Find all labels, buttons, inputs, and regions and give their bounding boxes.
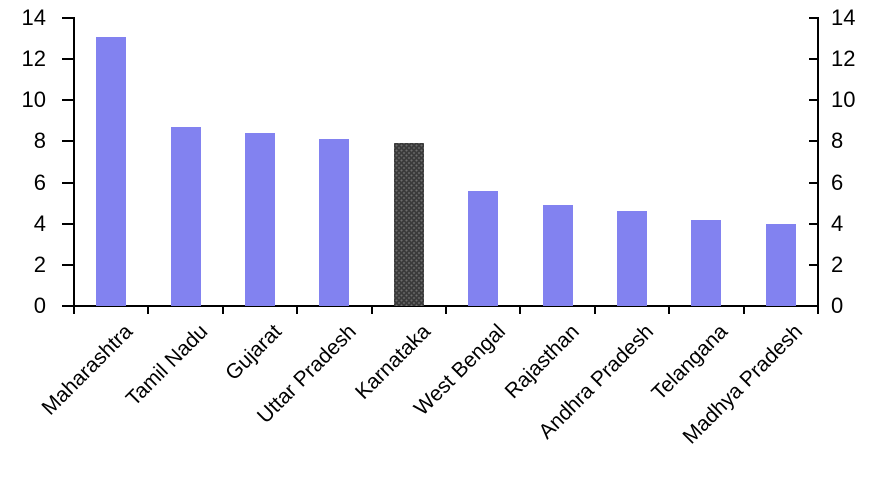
bar-andhra-pradesh xyxy=(617,211,647,306)
x-axis-tick-8 xyxy=(668,306,671,314)
left-y-tick-label-4: 4 xyxy=(33,210,46,236)
left-y-tick-14 xyxy=(62,17,73,19)
right-y-tick-label-2: 2 xyxy=(831,251,844,277)
right-y-tick-label-12: 12 xyxy=(831,46,856,72)
right-y-tick-2 xyxy=(809,263,818,266)
right-y-tick-label-10: 10 xyxy=(831,87,856,113)
left-y-tick-label-6: 6 xyxy=(33,169,46,195)
right-y-tick-12 xyxy=(809,58,818,61)
bar-rajasthan xyxy=(542,205,573,306)
right-y-tick-label-4: 4 xyxy=(831,210,844,236)
x-axis-tick-3 xyxy=(296,306,299,314)
x-axis-tick-1 xyxy=(147,306,150,314)
bar-maharashtra xyxy=(96,36,127,306)
x-axis-tick-9 xyxy=(742,306,745,314)
left-y-tick-label-0: 0 xyxy=(33,293,46,318)
x-axis-tick-0 xyxy=(73,306,75,314)
bar-west-bengal xyxy=(468,190,499,306)
bar-gujarat xyxy=(245,133,275,306)
right-y-tick-6 xyxy=(809,181,818,184)
right-y-tick-4 xyxy=(809,222,818,225)
bar-tamil-nadu xyxy=(170,127,201,306)
left-y-tick-4 xyxy=(62,222,73,225)
right-y-axis-line xyxy=(817,17,819,314)
right-y-tick-label-6: 6 xyxy=(831,169,844,195)
left-y-tick-label-2: 2 xyxy=(33,251,46,277)
category-label-gujarat: Gujarat xyxy=(221,320,287,385)
x-axis-tick-4 xyxy=(370,306,373,314)
left-y-tick-label-14: 14 xyxy=(21,5,46,30)
right-y-tick-0 xyxy=(809,305,818,307)
right-y-tick-10 xyxy=(809,99,818,102)
x-axis-tick-10 xyxy=(817,306,819,314)
x-axis-tick-2 xyxy=(221,306,224,314)
left-y-tick-2 xyxy=(62,263,73,266)
bar-uttar-pradesh xyxy=(319,139,350,306)
right-y-tick-label-14: 14 xyxy=(831,5,856,30)
left-y-tick-label-8: 8 xyxy=(33,128,46,154)
left-y-tick-0 xyxy=(62,305,73,307)
left-y-tick-8 xyxy=(62,140,73,143)
left-y-tick-label-10: 10 xyxy=(21,87,46,113)
bar-karnataka xyxy=(393,143,424,306)
right-y-tick-label-0: 0 xyxy=(831,293,844,318)
right-y-tick-14 xyxy=(809,17,818,19)
left-y-tick-12 xyxy=(62,58,73,61)
x-axis-tick-7 xyxy=(593,306,596,314)
left-y-axis-line xyxy=(73,17,75,314)
left-y-tick-10 xyxy=(62,99,73,102)
x-axis-tick-5 xyxy=(445,306,447,314)
bar-telangana xyxy=(691,219,722,306)
right-y-tick-8 xyxy=(809,140,818,143)
left-y-tick-label-12: 12 xyxy=(21,46,46,72)
right-y-tick-label-8: 8 xyxy=(831,128,844,154)
left-y-tick-6 xyxy=(62,181,73,184)
x-axis-tick-6 xyxy=(519,306,522,314)
category-label-maharashtra: Maharashtra xyxy=(37,320,138,420)
bar-madhya-pradesh xyxy=(765,223,796,306)
